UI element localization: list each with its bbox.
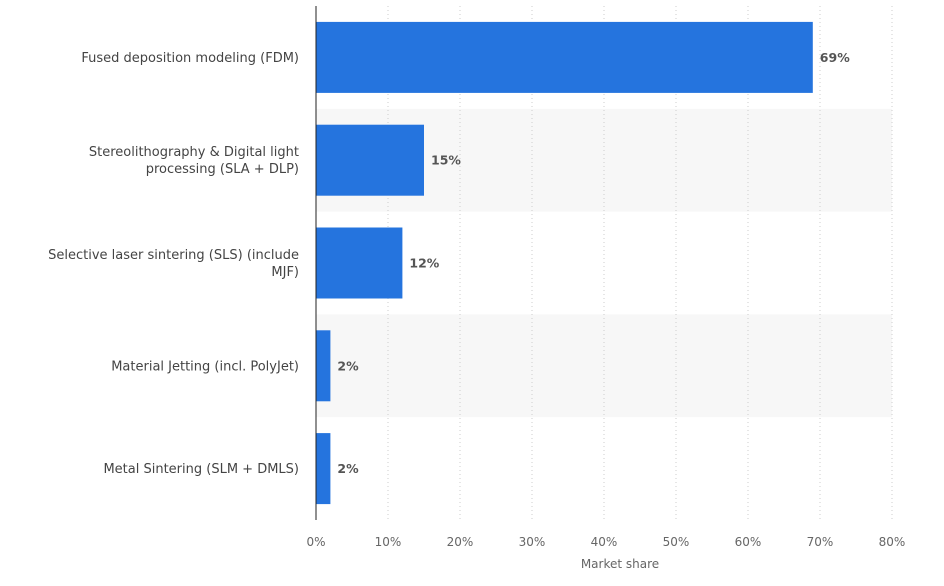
x-tick-label: 60% xyxy=(735,535,762,549)
x-tick-label: 30% xyxy=(519,535,546,549)
x-tick-label: 80% xyxy=(879,535,906,549)
x-tick-label: 20% xyxy=(447,535,474,549)
category-label: Stereolithography & Digital light process… xyxy=(89,145,299,177)
x-tick-labels: 0% 10% 20% 30% 40% 50% 60% 70% 80% xyxy=(306,535,905,549)
value-label: 69% xyxy=(820,50,850,65)
bar xyxy=(316,330,331,402)
category-label: Selective laser sintering (SLS) (include… xyxy=(48,248,299,280)
value-label: 12% xyxy=(409,256,439,271)
bar xyxy=(316,433,331,505)
x-tick-label: 40% xyxy=(591,535,618,549)
x-tick-label: 50% xyxy=(663,535,690,549)
category-labels: Fused deposition modeling (FDM) Stereolit… xyxy=(48,51,299,477)
category-label: Fused deposition modeling (FDM) xyxy=(81,51,299,66)
x-tick-label: 10% xyxy=(375,535,402,549)
bar xyxy=(316,21,813,93)
x-tick-label: 0% xyxy=(306,535,325,549)
bars xyxy=(316,21,813,505)
row-band xyxy=(316,314,892,418)
value-label: 2% xyxy=(337,358,359,373)
bar xyxy=(316,227,403,299)
bar xyxy=(316,124,424,196)
value-label: 2% xyxy=(337,461,359,476)
category-label: Material Jetting (incl. PolyJet) xyxy=(111,359,299,374)
x-axis-title: Market share xyxy=(581,557,659,571)
value-labels: 69% 15% 12% 2% 2% xyxy=(337,50,850,476)
value-label: 15% xyxy=(431,153,461,168)
category-label: Metal Sintering (SLM + DMLS) xyxy=(103,462,299,477)
x-tick-label: 70% xyxy=(807,535,834,549)
